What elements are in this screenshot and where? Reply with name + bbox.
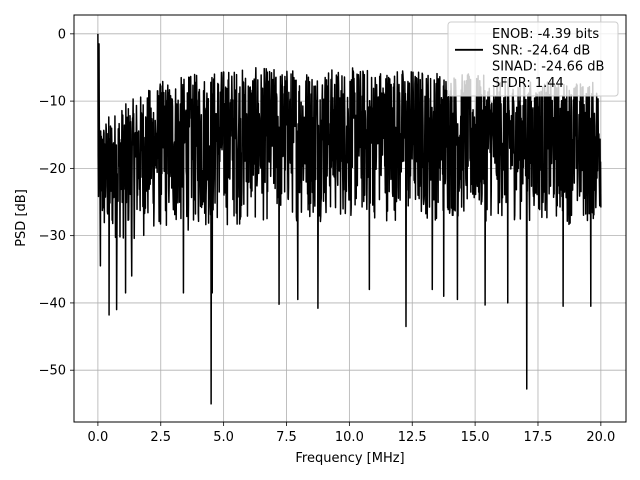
legend-entry-label: ENOB: -4.39 bits [492,27,599,42]
x-tick-label: 12.5 [398,430,427,445]
x-tick-label: 17.5 [524,430,553,445]
legend-entry-label: SNR: -24.64 dB [492,43,590,58]
axes-frame [73,14,627,423]
y-tick-label: 0 [58,27,66,42]
y-tick-label: −30 [39,229,66,244]
x-tick-label: 20.0 [586,430,615,445]
x-axis-ticks: 0.0 2.5 5.0 7.5 10.0 12.5 15.0 17.5 20.0 [88,422,615,445]
y-tick-label: −10 [39,95,66,110]
y-axis-ticks: 0 −10 −20 −30 −40 −50 [39,27,74,379]
x-tick-label: 10.0 [335,430,364,445]
y-tick-label: −50 [39,364,66,379]
legend-box [447,21,619,97]
plot-area [97,33,602,405]
x-tick-label: 15.0 [461,430,490,445]
x-tick-label: 7.5 [276,430,297,445]
x-axis-label: Frequency [MHz] [295,451,404,466]
x-tick-label: 0.0 [88,430,109,445]
x-tick-label: 2.5 [150,430,171,445]
y-axis-label: PSD [dB] [14,189,29,247]
legend-entry-label: SFDR: 1.44 [492,76,564,91]
x-tick-label: 5.0 [213,430,234,445]
y-tick-label: −20 [39,162,66,177]
psd-series-line [97,33,602,405]
y-tick-label: −40 [39,296,66,311]
legend-entry-label: SINAD: -24.66 dB [492,60,604,75]
